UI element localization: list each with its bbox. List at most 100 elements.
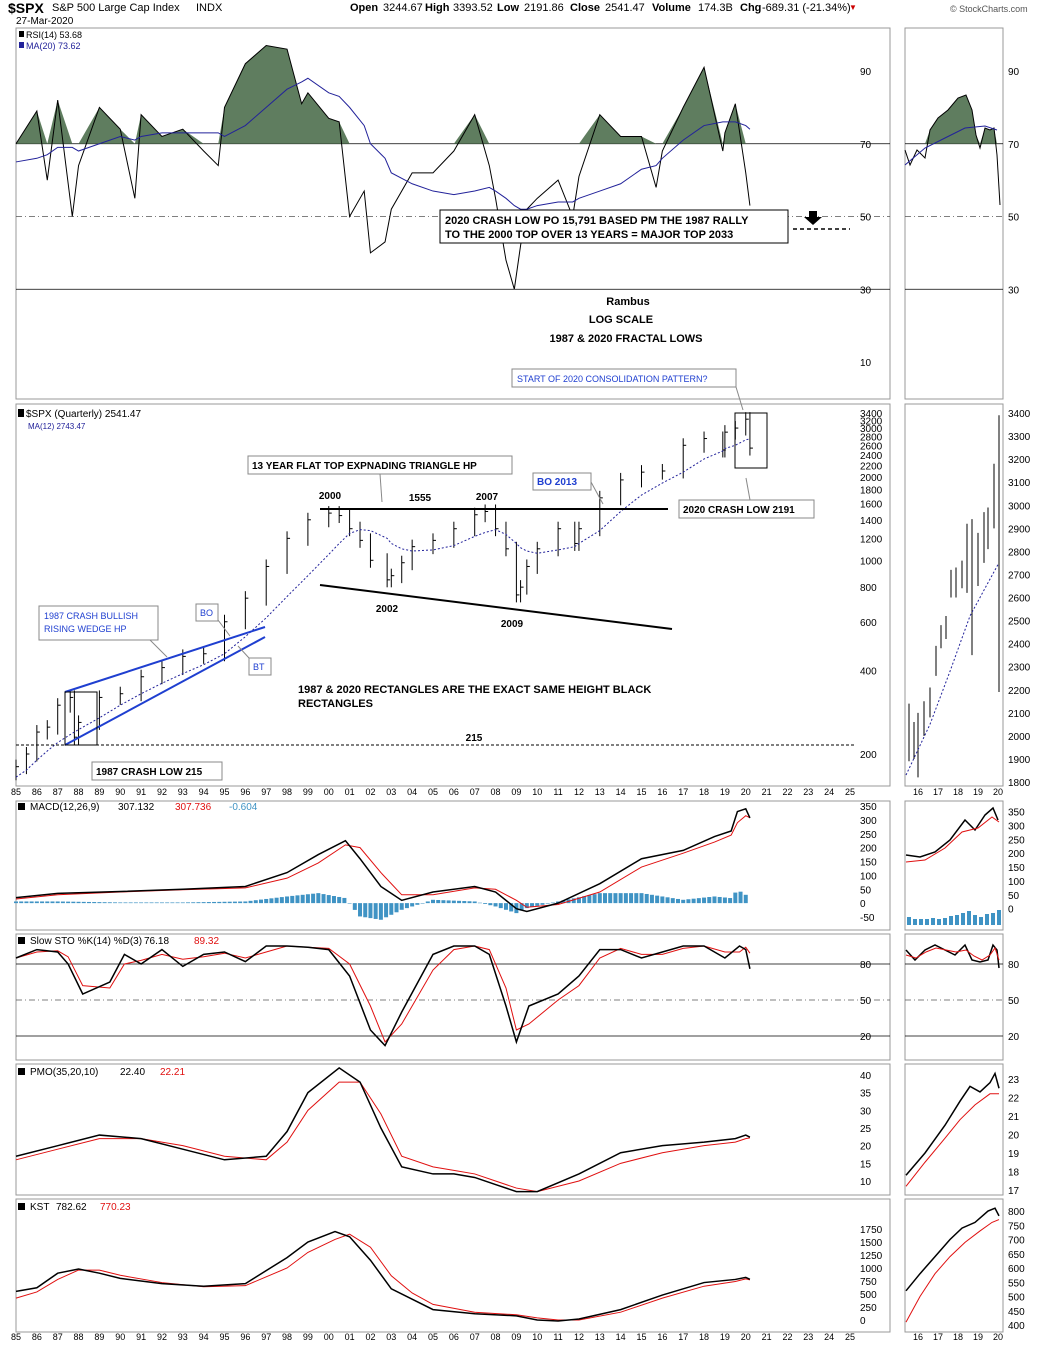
x-axis-label: 18 <box>699 787 709 797</box>
macd-histogram-bar <box>576 897 581 904</box>
price-tick-label: 1800 <box>860 486 883 497</box>
macd-histogram-bar <box>149 902 154 904</box>
x-axis-label: 92 <box>157 1332 167 1342</box>
price-tick-label: 200 <box>860 750 877 761</box>
macd-histogram-bar <box>113 902 118 904</box>
price-legend-swatch <box>18 409 24 417</box>
inset-x-axis-label: 18 <box>953 787 963 797</box>
macd-histogram-bar <box>175 902 180 904</box>
x-axis-label: 89 <box>94 787 104 797</box>
x-axis-label: 17 <box>678 1332 688 1342</box>
panel-frame-macd <box>15 800 891 931</box>
x-axis-label: 00 <box>324 1332 334 1342</box>
price-inset-tick-label: 1800 <box>1008 778 1031 789</box>
price-ma-legend: MA(12) 2743.47 <box>28 422 86 431</box>
wedge-label-box <box>38 605 159 641</box>
x-axis-label: 22 <box>782 1332 792 1342</box>
macd-histogram-bar <box>222 901 227 904</box>
macd-histogram-bar <box>436 900 441 904</box>
pmo-inset-tick-label: 23 <box>1008 1075 1020 1086</box>
high-value: 3393.52 <box>453 2 493 14</box>
rsi-tick-label: 50 <box>860 213 872 224</box>
macd-histogram-bar <box>410 903 415 907</box>
macd-histogram-bar <box>81 901 86 904</box>
macd-histogram-bar <box>118 902 123 904</box>
caption-log-scale: LOG SCALE <box>589 314 653 326</box>
macd-histogram-bar <box>14 901 18 904</box>
macd-histogram-bar <box>326 895 331 904</box>
x-axis-label: 98 <box>282 787 292 797</box>
panel-frame-rsi <box>15 27 891 400</box>
rsi-inset-tick-label: 70 <box>1008 140 1020 151</box>
price-inset-tick-label: 2100 <box>1008 709 1031 720</box>
price-tick-label: 1000 <box>860 556 883 567</box>
macd-histogram-bar <box>55 901 60 904</box>
macd-histogram-bar <box>623 893 628 904</box>
x-axis-label: 90 <box>115 787 125 797</box>
macd-histogram-bar <box>665 897 670 904</box>
pmo-tick-label: 20 <box>860 1142 872 1153</box>
kst-inset-tick-label: 400 <box>1008 1321 1025 1332</box>
kst-tick-label: 250 <box>860 1303 877 1314</box>
macd-histogram-bar <box>290 895 295 904</box>
macd-inset-tick-label: 300 <box>1008 821 1025 832</box>
x-axis-label: 25 <box>845 787 855 797</box>
x-axis-label: 01 <box>345 787 355 797</box>
x-axis-label: 97 <box>261 1332 271 1342</box>
rsi-tick-label: 90 <box>860 67 872 78</box>
panel-frame-price <box>15 403 891 787</box>
macd-histogram-bar <box>722 897 727 904</box>
x-axis-label: 87 <box>53 787 63 797</box>
kst-inset-tick-label: 600 <box>1008 1264 1025 1275</box>
bo2013-box <box>532 472 592 491</box>
price-inset-tick-label: 2700 <box>1008 570 1031 581</box>
x-axis-label: 05 <box>428 787 438 797</box>
inset-x-axis-label: 19 <box>973 1332 983 1342</box>
sto-inset-tick-label: 50 <box>1008 996 1020 1007</box>
x-axis-label: 86 <box>32 1332 42 1342</box>
price-tick-label: 1400 <box>860 516 883 527</box>
macd-histogram-bar <box>462 901 467 904</box>
x-axis-label: 08 <box>491 1332 501 1342</box>
macd-histogram-bar <box>232 901 237 904</box>
x-axis-label: 12 <box>574 787 584 797</box>
macd-histogram-bar <box>311 893 316 904</box>
sto-inset-tick-label: 20 <box>1008 1032 1020 1043</box>
sto-legend: Slow STO %K(14) %D(3) <box>30 936 142 947</box>
x-axis-label: 99 <box>303 1332 313 1342</box>
macd-histogram-bar <box>519 903 524 911</box>
pmo-tick-label: 25 <box>860 1124 872 1135</box>
wedge-label-line1: 1987 CRASH BULLISH <box>44 611 138 621</box>
macd-histogram-bar <box>363 903 368 918</box>
label-1555: 1555 <box>409 493 432 504</box>
macd-histogram-bar <box>660 896 665 904</box>
macd-hist-value: -0.604 <box>229 802 258 813</box>
pmo-inset-tick-label: 19 <box>1008 1149 1020 1160</box>
macd-inset-tick-label: 150 <box>1008 863 1025 874</box>
macd-histogram-bar <box>170 902 175 904</box>
macd-histogram-bar <box>352 903 357 910</box>
wedge-upper-line <box>64 626 266 693</box>
x-axis-label: 94 <box>199 1332 209 1342</box>
consolidation-callout: START OF 2020 CONSOLIDATION PATTERN? <box>517 374 708 384</box>
label-2000: 2000 <box>319 491 342 502</box>
kst-inset-tick-label: 700 <box>1008 1236 1025 1247</box>
price-inset-tick-label: 2500 <box>1008 617 1031 628</box>
kst-signal-value: 770.23 <box>100 1202 131 1213</box>
inset-macd-bar <box>955 915 959 925</box>
rsi-line <box>15 45 751 290</box>
x-axis-label: 04 <box>407 787 417 797</box>
macd-inset-tick-label: 0 <box>1008 905 1014 916</box>
inset-x-axis-label: 16 <box>913 1332 923 1342</box>
macd-histogram-bar <box>279 897 284 904</box>
macd-histogram-bar <box>639 893 644 904</box>
macd-histogram-bar <box>613 893 618 904</box>
pmo-tick-label: 30 <box>860 1106 872 1117</box>
pmo-tick-label: 35 <box>860 1089 872 1100</box>
price-tick-label: 3400 <box>860 409 883 420</box>
macd-histogram-bar <box>300 894 305 904</box>
macd-histogram-bar <box>337 896 342 904</box>
x-axis-label: 04 <box>407 1332 417 1342</box>
rsi-legend-swatch <box>19 31 24 37</box>
